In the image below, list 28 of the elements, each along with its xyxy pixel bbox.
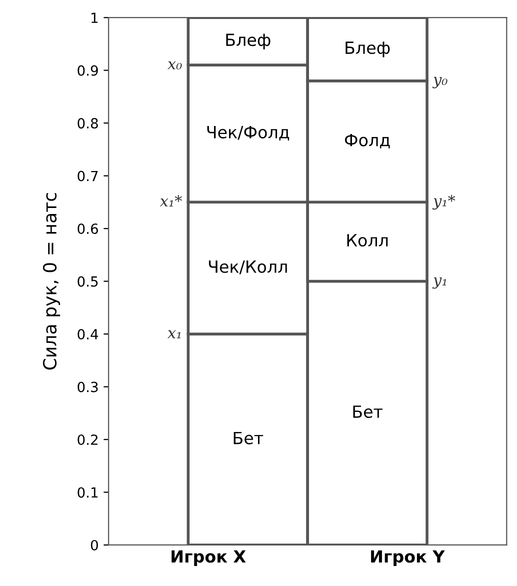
data-label: Чек/Колл	[208, 260, 287, 274]
x-tick-label: Игрок Y	[371, 550, 445, 566]
y-tick-label: 0.7	[78, 170, 98, 182]
data-label: Блеф	[346, 42, 390, 58]
data-label: Блеф	[226, 34, 270, 50]
y-tick-label: 0.9	[78, 65, 98, 76]
data-label: Фолд	[344, 134, 390, 148]
x-tick-label: Игрок X	[172, 550, 246, 566]
annotation: x₀	[168, 61, 182, 70]
y-tick-label: 0.8	[78, 118, 98, 129]
data-label: Бет	[234, 432, 264, 444]
data-label: Бет	[353, 406, 383, 418]
annotation: x₁	[168, 330, 181, 338]
annotation: y₁*	[432, 194, 456, 210]
y-tick-label: 0.2	[78, 434, 98, 445]
y-tick-label: 0	[90, 540, 98, 550]
y-tick-label: 0.4	[78, 328, 98, 340]
annotation: x₁*	[160, 195, 182, 206]
data-label: Колл	[347, 234, 388, 247]
y-tick-label: 0.6	[78, 224, 98, 234]
y-tick-label: 0.3	[78, 382, 98, 392]
y-axis-title: Сила рук, 0 = натс	[42, 193, 60, 370]
y-tick-label: 1	[92, 12, 98, 23]
data-label: Чек/Фолд	[207, 126, 290, 141]
annotation: y₀	[432, 76, 448, 88]
y-tick-label: 0.5	[78, 276, 98, 287]
annotation: y₁	[432, 277, 446, 289]
y-tick-label: 0.1	[78, 487, 98, 498]
